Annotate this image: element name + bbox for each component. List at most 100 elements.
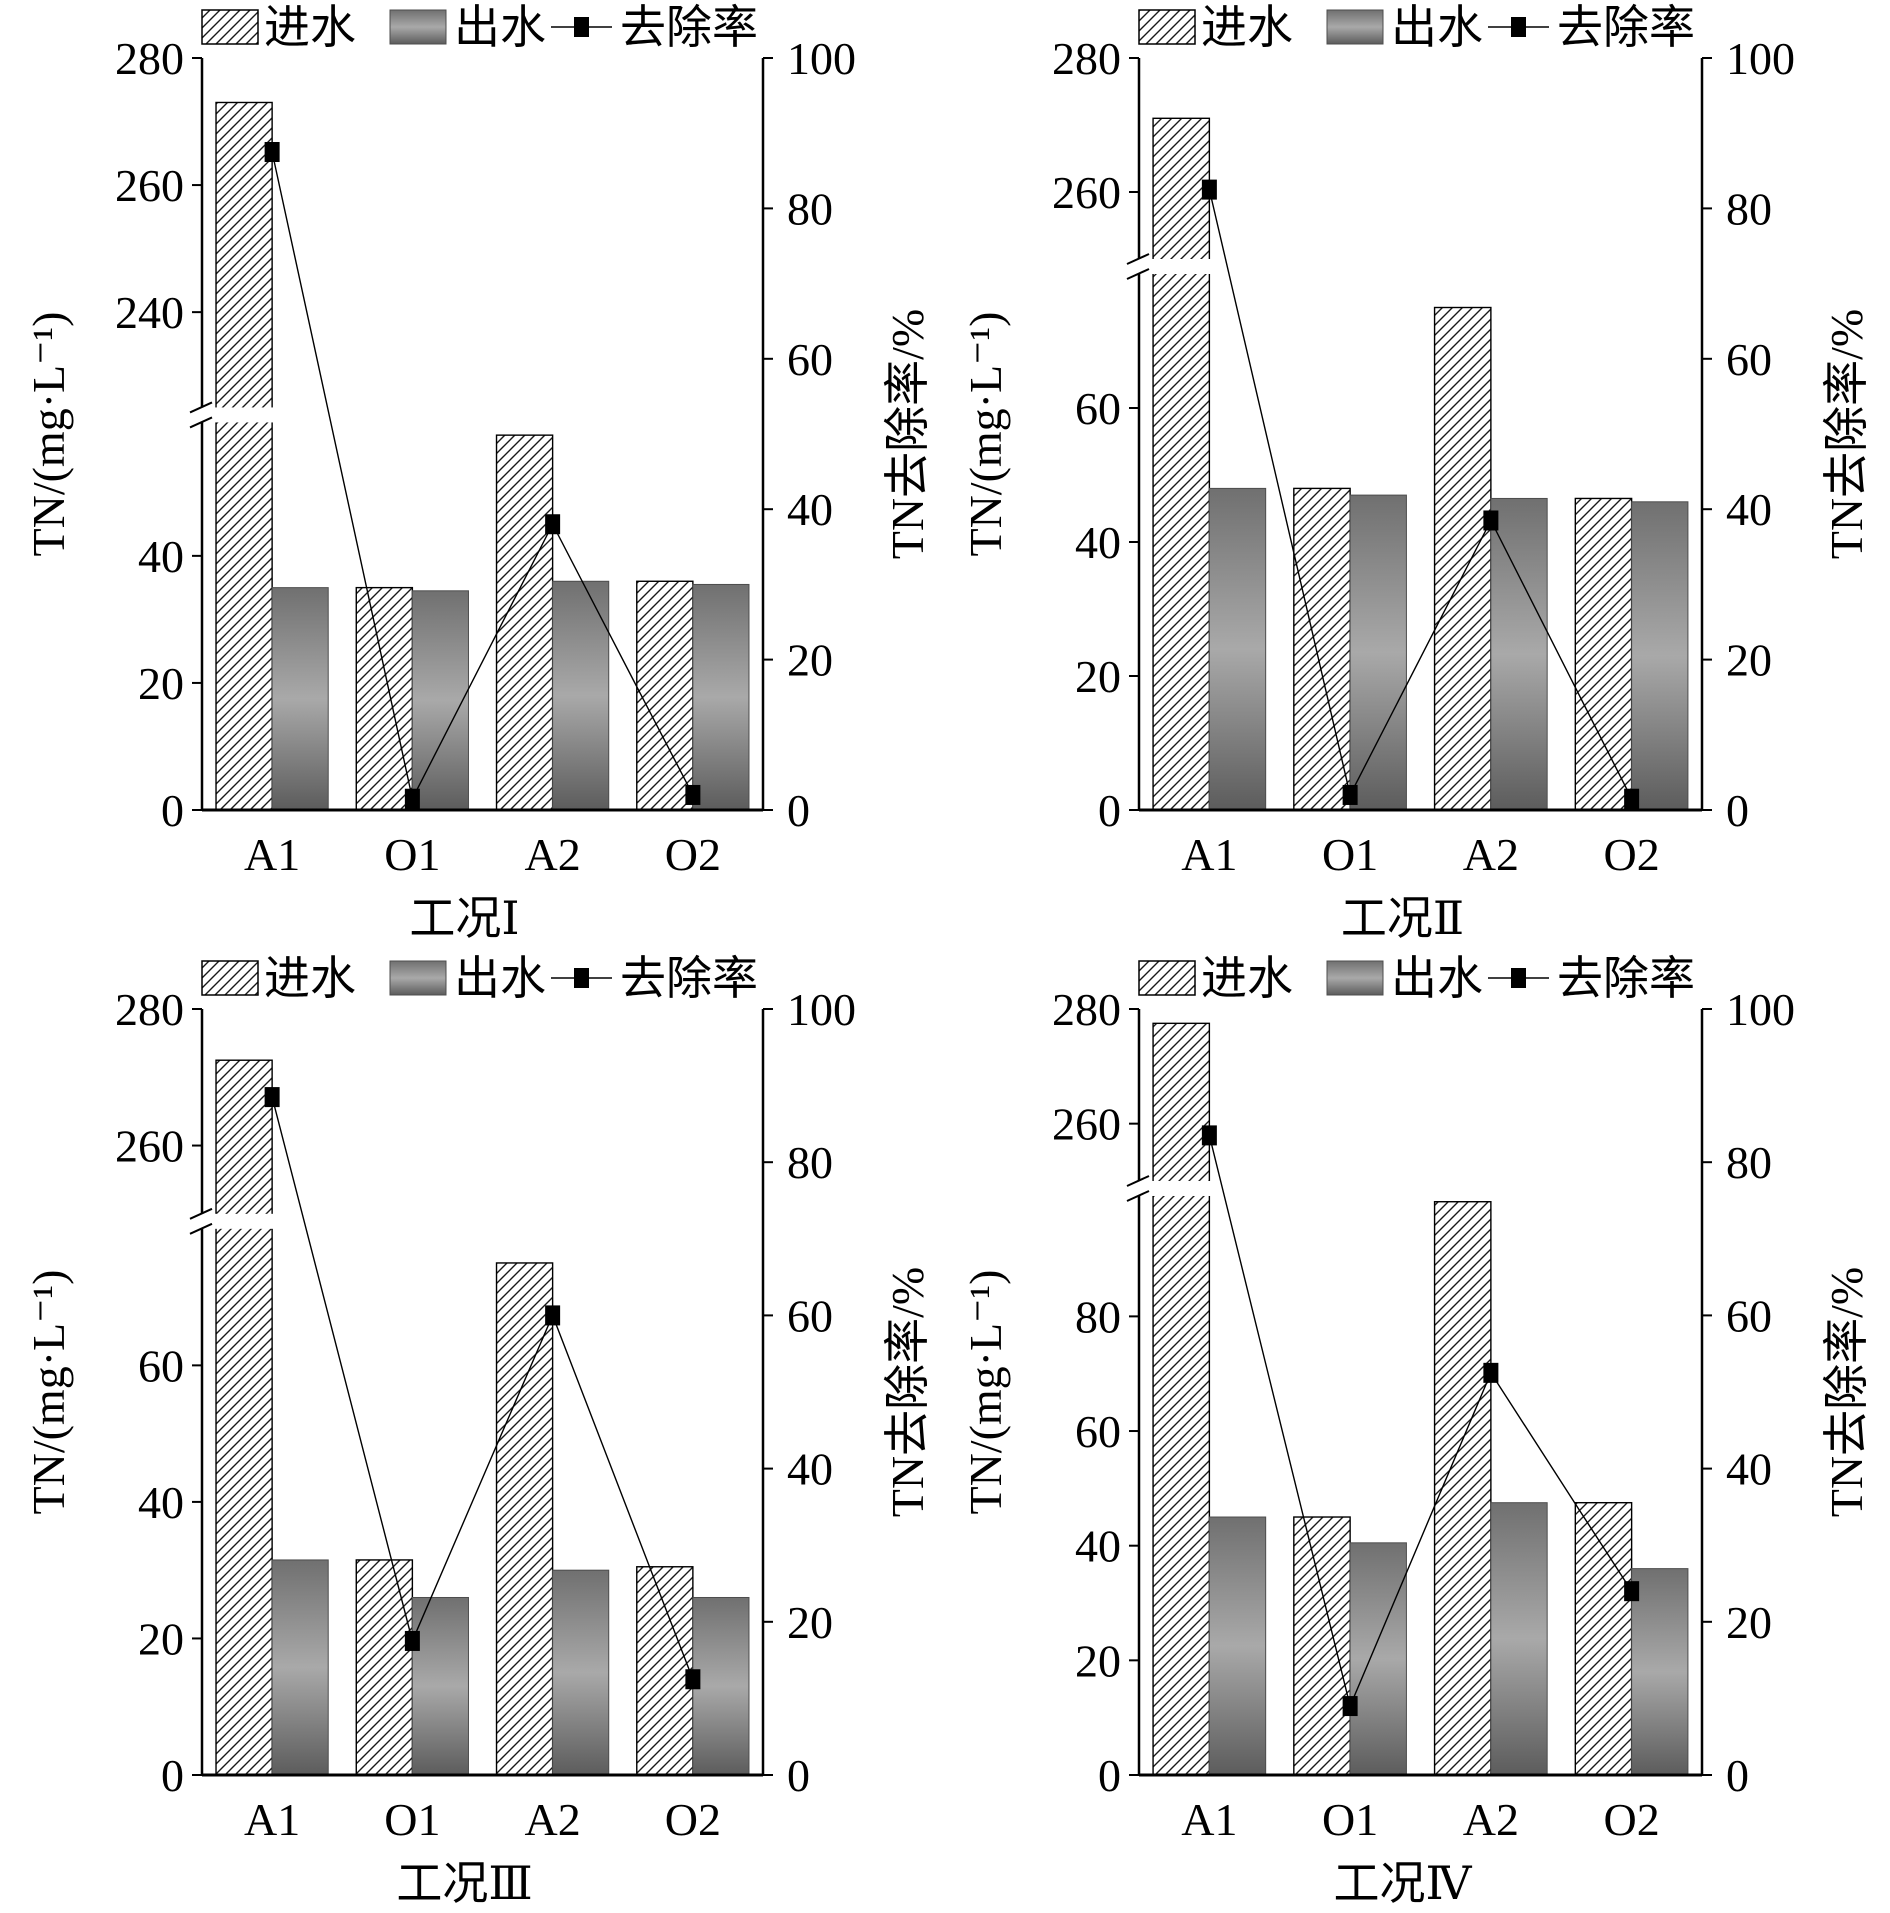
x-axis-title: 工况Ⅲ (396, 1858, 532, 1909)
right-axis-tick-label: 60 (787, 334, 833, 385)
x-axis-tick-label: O2 (1604, 829, 1660, 880)
bar-influent-O1 (1293, 487, 1351, 811)
left-axis-tick-label: 0 (161, 1750, 184, 1801)
bar-effluent-O2 (692, 583, 750, 811)
bar-effluent-A1 (1208, 1516, 1267, 1776)
left-axis-tick-label: 260 (115, 1121, 184, 1172)
left-axis: 0 20 40 60 80 260 280 TN/(mg·L⁻¹) (960, 984, 1150, 1801)
legend-label-influent: 进水 (1201, 953, 1293, 1004)
removal-marker-O1 (1342, 1696, 1358, 1717)
legend-swatch-influent (201, 960, 259, 996)
legend-swatch-effluent (1326, 960, 1384, 996)
x-axis-tick-label: A1 (244, 829, 300, 880)
legend-swatch-influent (201, 9, 259, 45)
bars (1150, 117, 1689, 811)
removal-marker-A1 (264, 142, 280, 162)
right-axis-tick-label: 60 (1726, 1290, 1772, 1341)
removal-marker-A2 (1483, 510, 1499, 531)
right-axis-tick-label: 100 (787, 984, 856, 1035)
legend-label-influent: 进水 (264, 2, 356, 53)
left-axis-tick-label: 260 (1052, 167, 1121, 218)
removal-marker-A1 (1201, 1125, 1217, 1146)
right-axis: 0 20 40 60 80 100 TN去除率/% (1700, 984, 1872, 1801)
x-axis-tick-label: A2 (1463, 829, 1519, 880)
left-axis: 0 20 40 60 260 280 TN/(mg·L⁻¹) (23, 984, 213, 1801)
axis-break-mark (189, 416, 213, 429)
right-axis: 0 20 40 60 80 100 TN去除率/% (761, 984, 933, 1801)
axis-break-mark (1126, 253, 1150, 265)
left-axis-tick-label: 0 (1098, 1750, 1121, 1801)
legend-label-influent: 进水 (264, 953, 356, 1004)
bar-influent-O2 (636, 1566, 694, 1776)
legend-swatch-effluent (1326, 9, 1384, 45)
left-axis-title: TN/(mg·L⁻¹) (960, 1269, 1011, 1514)
x-axis-categories: A1 O1 A2 O2 (244, 829, 721, 880)
removal-marker-O1 (404, 1630, 420, 1651)
x-axis-title: 工况Ⅱ (1341, 893, 1464, 944)
legend-label-effluent: 出水 (454, 2, 546, 53)
right-axis-tick-label: 80 (1726, 1137, 1772, 1188)
removal-marker-O2 (685, 1669, 701, 1690)
x-axis-tick-label: A2 (525, 1794, 581, 1845)
axis-break-mark (1126, 1175, 1150, 1187)
bar-influent-A2 (495, 1262, 554, 1776)
removal-rate-markers (1201, 1125, 1640, 1717)
left-axis-tick-label: 40 (138, 531, 184, 582)
x-axis-title: 工况Ⅳ (1334, 1858, 1473, 1909)
removal-rate-markers (1201, 179, 1640, 809)
x-axis-title: 工况Ⅰ (409, 893, 519, 944)
axis-break-mark (1126, 1190, 1150, 1202)
right-axis-tick-label: 100 (787, 33, 856, 84)
left-axis: 0 20 40 60 260 280 TN/(mg·L⁻¹) (960, 33, 1150, 836)
axis-break-mark (1126, 268, 1150, 280)
right-axis: 0 20 40 60 80 100 TN去除率/% (1700, 33, 1872, 836)
removal-marker-O1 (404, 788, 420, 809)
legend-label-effluent: 出水 (1391, 2, 1483, 53)
legend-label-removal: 去除率 (1557, 2, 1695, 53)
left-axis-tick-label: 0 (161, 785, 184, 836)
x-axis-tick-label: O2 (665, 829, 721, 880)
x-axis-categories: A1 O1 A2 O2 (1181, 1794, 1659, 1845)
right-axis-tick-label: 100 (1726, 33, 1795, 84)
removal-marker-A2 (1483, 1362, 1499, 1383)
left-axis-tick-label: 60 (138, 1340, 184, 1391)
legend-label-removal: 去除率 (620, 953, 758, 1004)
left-axis-tick-label: 280 (1052, 984, 1121, 1035)
removal-marker-A2 (545, 1305, 561, 1326)
x-axis-tick-label: O1 (1322, 829, 1378, 880)
x-axis-tick-label: A1 (1181, 1794, 1237, 1845)
legend-swatch-removal-marker (574, 968, 589, 988)
left-axis-tick-label: 40 (138, 1477, 184, 1528)
removal-marker-A2 (545, 514, 561, 535)
bar-effluent-O2 (692, 1596, 750, 1776)
bar-influent-O1 (355, 586, 414, 811)
right-axis-tick-label: 80 (787, 1137, 833, 1188)
bar-influent-A1 (215, 101, 273, 811)
removal-marker-O2 (1624, 1581, 1640, 1602)
left-axis-tick-label: 260 (1052, 1099, 1121, 1150)
legend-swatch-influent (1138, 960, 1196, 996)
bar-effluent-A1 (1208, 487, 1267, 811)
legend-swatch-influent (1138, 9, 1196, 45)
left-axis-tick-label: 280 (115, 984, 184, 1035)
left-axis-tick-label: 20 (138, 1613, 184, 1664)
legend-label-effluent: 出水 (1391, 953, 1483, 1004)
bar-influent-O1 (1293, 1516, 1351, 1776)
axis-break-gap (1150, 1180, 1212, 1196)
x-axis-categories: A1 O1 A2 O2 (1181, 829, 1659, 880)
right-axis-tick-label: 20 (787, 635, 833, 686)
bar-influent-O1 (355, 1559, 414, 1776)
legend: 进水 出水 去除率 (201, 953, 758, 1004)
bar-influent-A2 (495, 434, 554, 811)
x-axis-tick-label: O1 (384, 1794, 440, 1845)
legend: 进水 出水 去除率 (201, 2, 758, 53)
left-axis-tick-label: 60 (1075, 1406, 1121, 1457)
left-axis-tick-label: 240 (115, 287, 184, 338)
bar-effluent-A1 (271, 587, 329, 811)
right-axis-tick-label: 20 (1726, 635, 1772, 686)
left-axis-tick-label: 60 (1075, 383, 1121, 434)
bar-effluent-O2 (1631, 501, 1689, 811)
removal-rate-line (1208, 1135, 1633, 1709)
bar-influent-A1 (215, 1059, 273, 1776)
axis-break-gap (213, 1213, 275, 1229)
